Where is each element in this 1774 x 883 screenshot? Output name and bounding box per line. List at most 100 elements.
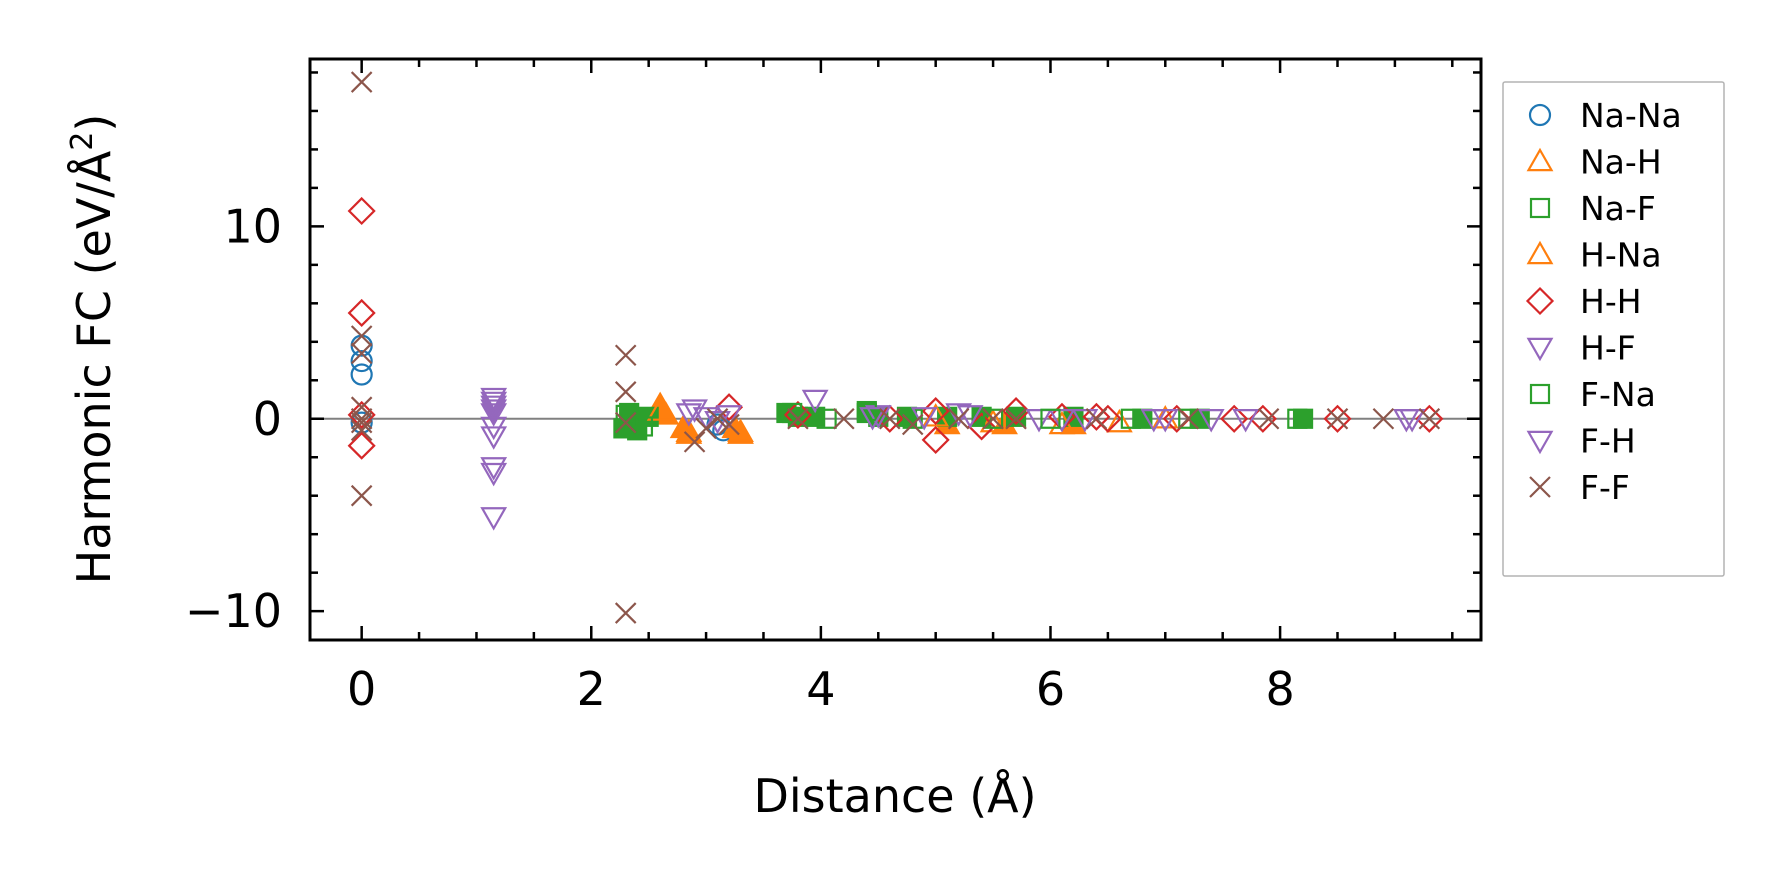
legend-entry-h-na: H-Na [1526, 236, 1662, 275]
data-point [859, 407, 886, 431]
data-point [1001, 397, 1031, 426]
legend-marker [1525, 286, 1555, 316]
data-point [1005, 406, 1027, 427]
data-point [864, 405, 892, 429]
data-point [878, 407, 901, 430]
legend-entry-na-h: Na-H [1526, 143, 1662, 182]
data-point [1287, 408, 1308, 429]
legend-entry-h-f: H-F [1526, 329, 1636, 368]
data-point [896, 406, 918, 427]
data-point [787, 407, 809, 430]
data-point [1082, 402, 1111, 431]
data-point [921, 425, 950, 454]
data-point [350, 342, 373, 365]
data-point [1323, 404, 1352, 433]
data-point [480, 399, 508, 423]
x-tick-label: 0 [347, 662, 376, 716]
data-point [1120, 408, 1141, 429]
y-axis-label-superscript: 2 [65, 132, 100, 151]
data-point [480, 403, 508, 427]
y-axis-label-close: ) [67, 114, 121, 132]
data-point [692, 407, 720, 431]
data-point [350, 349, 373, 373]
data-point [1040, 408, 1061, 429]
legend-label: F-H [1580, 422, 1636, 461]
legend-label: F-Na [1580, 375, 1656, 414]
data-point [347, 298, 376, 328]
y-tick-label: −10 [185, 584, 282, 638]
data-point [833, 407, 855, 430]
legend-marker [1528, 103, 1552, 127]
legend-label: H-F [1580, 329, 1636, 368]
data-point [706, 407, 729, 430]
data-point [1132, 408, 1153, 429]
data-point [675, 403, 703, 427]
y-axis-label-main: Harmonic FC (eV/Å [67, 150, 121, 584]
tick-labels-layer: 0 2 4 6 8 −10 0 10 [185, 199, 1295, 716]
data-point [614, 411, 637, 434]
legend-label: Na-H [1580, 143, 1662, 182]
data-point [901, 413, 924, 436]
legend-entry-f-f: F-F [1529, 468, 1630, 507]
data-point [982, 407, 1004, 430]
legend-items: Na-Na Na-H Na-F H-Na H-H H-F F-Na F-H F-F [1525, 96, 1682, 507]
data-point [480, 507, 508, 531]
data-point [350, 363, 373, 386]
data-point [350, 396, 373, 418]
data-point [1151, 405, 1179, 429]
data-point [801, 389, 829, 414]
data-point [350, 71, 373, 93]
data-point [715, 405, 743, 429]
legend-marker [1526, 430, 1554, 455]
legend-label: H-H [1580, 282, 1642, 321]
y-tick-label: 10 [223, 199, 282, 253]
data-point [947, 407, 970, 430]
data-point [350, 325, 373, 347]
data-point [681, 399, 708, 423]
legend-label: H-Na [1580, 236, 1662, 275]
data-point [1177, 407, 1200, 430]
data-point [1292, 408, 1314, 429]
data-point [1071, 409, 1099, 433]
data-point [805, 406, 826, 427]
y-tick-label: 0 [253, 392, 282, 446]
data-point [646, 397, 674, 421]
data-point [1197, 409, 1225, 433]
data-point [683, 431, 706, 453]
data-point [922, 403, 950, 427]
data-point [714, 393, 744, 422]
plot-frame [308, 57, 1483, 642]
legend-entry-h-h: H-H [1525, 282, 1642, 321]
legend-marker [1526, 337, 1554, 362]
x-tick-label: 6 [1036, 662, 1065, 716]
data-point [480, 426, 508, 450]
data-point [614, 381, 637, 403]
data-point [1257, 407, 1280, 430]
data-point [1220, 404, 1249, 433]
data-point [1085, 407, 1108, 430]
data-point [787, 406, 809, 427]
data-point [350, 419, 373, 442]
data-point [350, 484, 373, 507]
legend-marker [1526, 147, 1554, 172]
data-point [1398, 409, 1426, 433]
ticks-layer [310, 59, 1481, 640]
data-point [1025, 409, 1053, 433]
data-point [782, 402, 803, 424]
data-point [1178, 408, 1199, 429]
data-point [480, 395, 508, 420]
legend-label: Na-Na [1580, 96, 1682, 135]
data-point [480, 416, 508, 441]
x-tick-label: 4 [806, 662, 835, 716]
data-point [614, 602, 637, 624]
data-point [816, 408, 837, 429]
legend-entry-na-f: Na-F [1529, 189, 1656, 228]
data-point [1232, 409, 1260, 433]
x-axis-label: Distance (Å) [753, 769, 1036, 823]
data-point [1372, 407, 1395, 430]
data-point [1151, 409, 1179, 433]
series-layer [347, 71, 1444, 624]
data-point [921, 397, 950, 426]
legend-frame [1502, 81, 1725, 577]
legend-entry-f-h: F-H [1526, 422, 1636, 461]
